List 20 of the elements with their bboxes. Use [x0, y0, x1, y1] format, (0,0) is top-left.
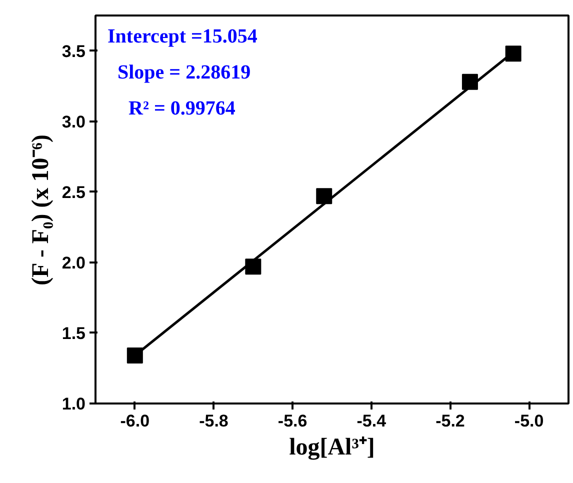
x-tick-label: -5.4: [356, 412, 387, 430]
y-tick-label: 1.0: [62, 394, 86, 414]
x-tick-label: -6.0: [120, 412, 150, 430]
y-axis-title: (F - F₀) (x 10⁻⁶): [28, 134, 54, 286]
x-tick-label: -5.6: [278, 412, 308, 430]
x-tick-label: -5.0: [514, 412, 544, 430]
y-tick-label: 3.5: [62, 42, 86, 61]
x-tick-label: -5.2: [436, 412, 465, 430]
y-tick-label: 2.5: [62, 182, 86, 202]
point: [126, 348, 143, 364]
annotation: Slope = 2.28619: [118, 62, 251, 84]
annotation: R² = 0.99764: [128, 98, 236, 120]
x-axis-title: log[Al³⁺]: [289, 434, 375, 460]
y-tick-label: 2.0: [62, 253, 86, 272]
annotation: Intercept =15.054: [108, 26, 258, 48]
x-tick-label: -5.8: [199, 412, 228, 430]
y-tick-label: 1.5: [62, 324, 86, 343]
point: [505, 46, 522, 62]
y-tick-label: 3.0: [62, 112, 86, 132]
point: [316, 188, 332, 204]
